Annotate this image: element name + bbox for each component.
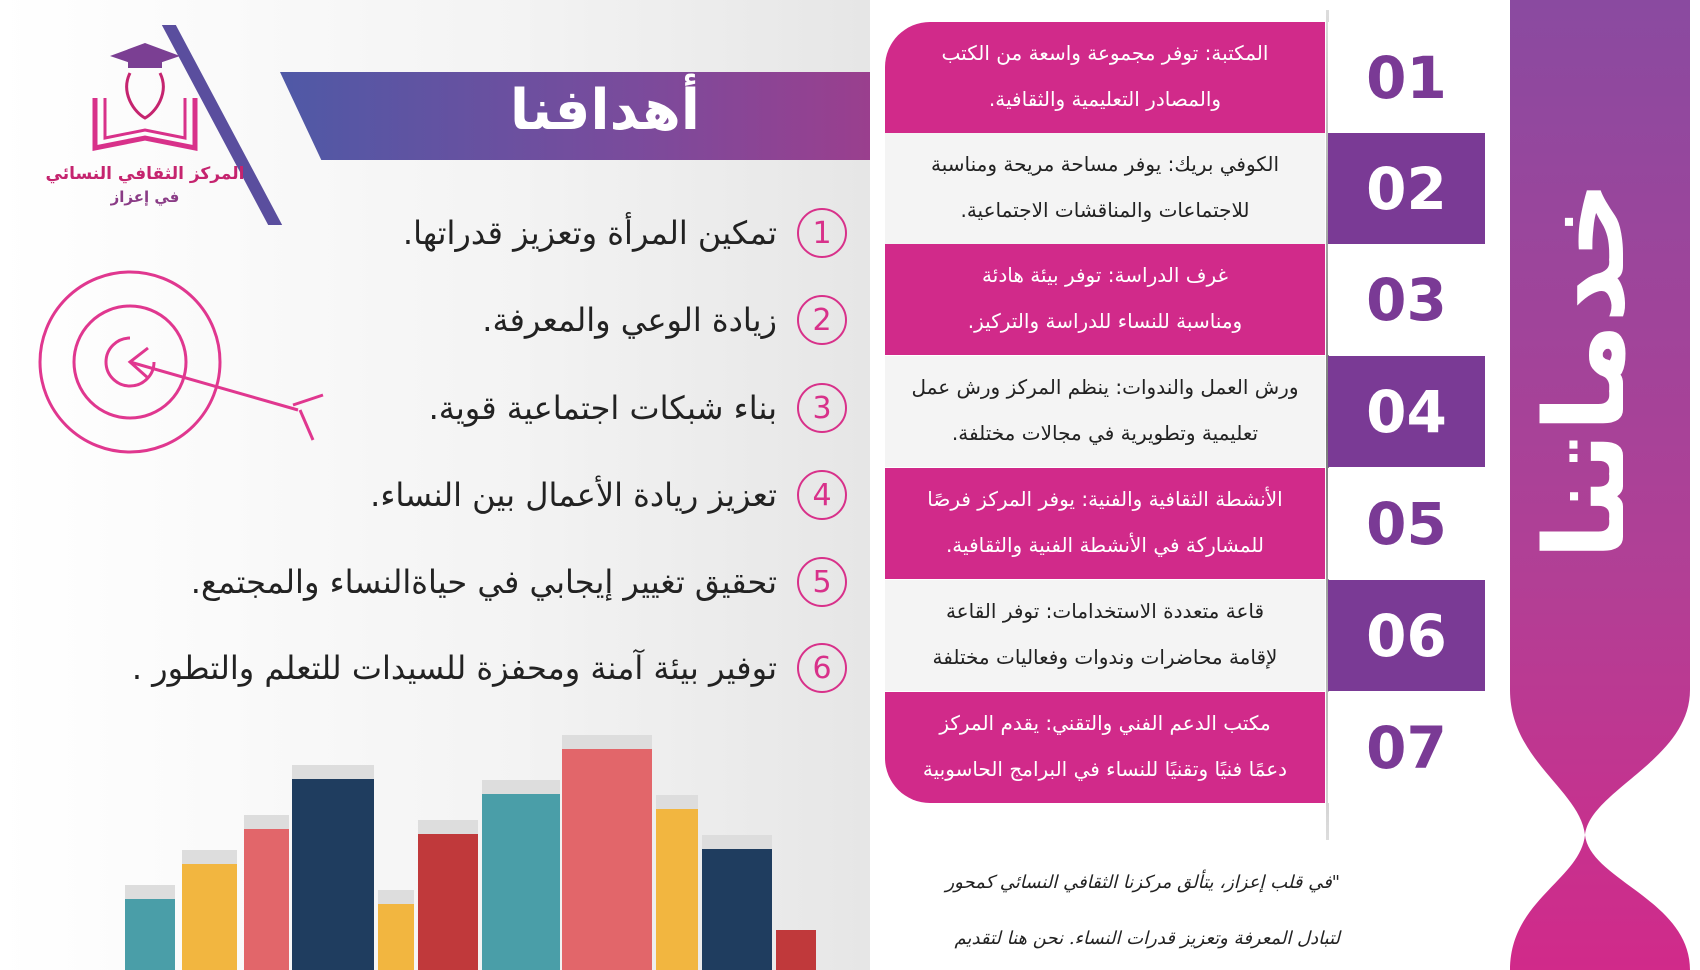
target-arrow-icon bbox=[38, 270, 324, 454]
service-number: 07 bbox=[1328, 692, 1485, 803]
goal-number: 6 bbox=[797, 643, 847, 693]
goal-item: 5 تحقيق تغيير إيجابي في حياةالنساء والمجت… bbox=[0, 552, 870, 612]
service-number: 05 bbox=[1328, 468, 1485, 579]
service-number: 02 bbox=[1328, 133, 1485, 244]
goal-item: 6 توفير بيئة آمنة ومحفزة للسيدات للتعلم و… bbox=[0, 638, 870, 698]
goal-text: تحقيق تغيير إيجابي في حياةالنساء والمجتم… bbox=[190, 563, 777, 601]
service-number: 06 bbox=[1328, 580, 1485, 691]
goal-item: 3 بناء شبكات اجتماعية قوية. bbox=[0, 378, 870, 438]
service-item: المكتبة: توفر مجموعة واسعة من الكتب والمص… bbox=[885, 22, 1325, 133]
service-number: 03 bbox=[1328, 244, 1485, 355]
quote-line: "في قلب إعزاز، يتألق مركزنا الثقافي النس… bbox=[945, 872, 1340, 893]
goal-text: توفير بيئة آمنة ومحفزة للسيدات للتعلم وا… bbox=[131, 649, 777, 687]
goal-item: 2 زيادة الوعي والمعرفة. bbox=[0, 290, 870, 350]
goal-number: 5 bbox=[797, 557, 847, 607]
divider bbox=[1326, 10, 1329, 840]
services-ribbon bbox=[1510, 0, 1690, 970]
goals-banner: أهدافنا bbox=[280, 72, 870, 160]
books-illustration bbox=[125, 735, 816, 970]
service-item: الكوفي بريك: يوفر مساحة مريحة ومناسبة للا… bbox=[885, 133, 1325, 244]
goals-panel bbox=[0, 0, 870, 970]
logo-name: المركز الثقافي النسائي bbox=[45, 164, 245, 184]
quote-line: لتبادل المعرفة وتعزيز قدرات النساء. نحن … bbox=[954, 928, 1340, 949]
service-title: غرف الدراسة: توفر بيئة هادئة bbox=[982, 263, 1228, 287]
service-number: 01 bbox=[1328, 22, 1485, 133]
goal-number: 4 bbox=[797, 470, 847, 520]
goal-item: 1 تمكين المرأة وتعزيز قدراتها. bbox=[0, 203, 870, 263]
service-item: قاعة متعددة الاستخدامات: توفر القاعة لإقا… bbox=[885, 580, 1325, 691]
services-title: خدماتنا bbox=[1521, 180, 1649, 560]
goals-title: أهدافنا bbox=[509, 78, 700, 143]
logo: المركز الثقافي النسائي في إعزاز bbox=[40, 38, 250, 206]
service-desc: للاجتماعات والمناقشات الاجتماعية. bbox=[960, 198, 1250, 222]
goal-number: 3 bbox=[797, 383, 847, 433]
goal-text: تعزيز ريادة الأعمال بين النساء. bbox=[370, 476, 777, 514]
service-desc: للمشاركة في الأنشطة الفنية والثقافية. bbox=[945, 533, 1265, 557]
service-desc: والمصادر التعليمية والثقافية. bbox=[988, 87, 1222, 111]
service-title: مكتب الدعم الفني والتقني: يقدم المركز bbox=[939, 711, 1271, 735]
service-desc: لإقامة محاضرات وندوات وفعاليات مختلفة bbox=[932, 645, 1278, 669]
service-title: ورش العمل والندوات: ينظم المركز ورش عمل bbox=[911, 375, 1299, 399]
service-item: مكتب الدعم الفني والتقني: يقدم المركز دعم… bbox=[885, 692, 1325, 803]
service-title: قاعة متعددة الاستخدامات: توفر القاعة bbox=[945, 599, 1265, 623]
goal-item: 4 تعزيز ريادة الأعمال بين النساء. bbox=[0, 465, 870, 525]
service-item: غرف الدراسة: توفر بيئة هادئة ومناسبة للنس… bbox=[885, 244, 1325, 355]
service-desc: دعمًا فنيًا وتقنيًا للنساء في البرامج ال… bbox=[922, 757, 1288, 781]
service-desc: ومناسبة للنساء للدراسة والتركيز. bbox=[967, 309, 1243, 333]
goal-number: 1 bbox=[797, 208, 847, 258]
goal-text: بناء شبكات اجتماعية قوية. bbox=[428, 389, 777, 427]
goal-text: زيادة الوعي والمعرفة. bbox=[482, 301, 777, 339]
service-item: الأنشطة الثقافية والفنية: يوفر المركز فر… bbox=[885, 468, 1325, 579]
goal-number: 2 bbox=[797, 295, 847, 345]
service-desc: تعليمية وتطويرية في مجالات مختلفة. bbox=[951, 421, 1259, 445]
service-item: ورش العمل والندوات: ينظم المركز ورش عمل ت… bbox=[885, 356, 1325, 467]
quote: "في قلب إعزاز، يتألق مركزنا الثقافي النس… bbox=[880, 855, 1340, 967]
service-title: الأنشطة الثقافية والفنية: يوفر المركز فر… bbox=[927, 487, 1283, 511]
logo-location: في إعزاز bbox=[110, 188, 180, 206]
service-title: الكوفي بريك: يوفر مساحة مريحة ومناسبة bbox=[931, 152, 1279, 176]
service-number: 04 bbox=[1328, 356, 1485, 467]
service-title: المكتبة: توفر مجموعة واسعة من الكتب bbox=[941, 41, 1269, 65]
book-graduate-icon bbox=[92, 43, 198, 152]
goal-text: تمكين المرأة وتعزيز قدراتها. bbox=[402, 214, 777, 252]
